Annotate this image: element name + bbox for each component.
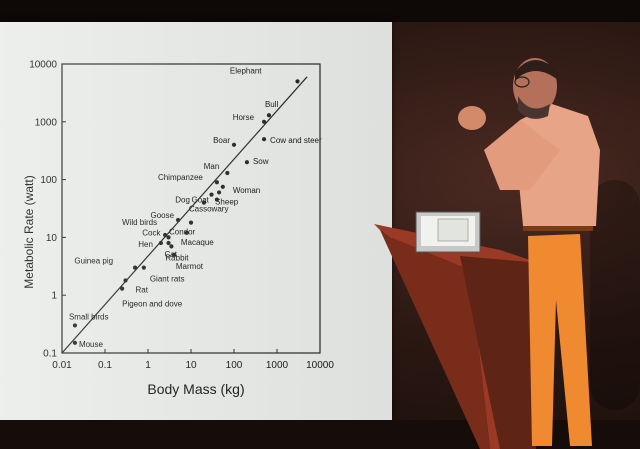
point-label: Cow and steer <box>270 136 322 145</box>
speaker-arm <box>484 120 560 190</box>
data-point <box>123 278 128 283</box>
point-label: Man <box>204 162 220 171</box>
point-label: Rat <box>136 285 149 294</box>
data-point <box>184 230 189 235</box>
point-label: Small birds <box>69 312 109 321</box>
speaker-trousers <box>528 234 592 446</box>
data-point <box>120 286 125 291</box>
data-point <box>220 184 225 189</box>
point-label: Macaque <box>181 238 214 247</box>
point-label: Mouse <box>79 340 104 349</box>
x-tick-label: 0.01 <box>52 360 72 371</box>
point-label: Boar <box>213 136 230 145</box>
data-point <box>163 232 168 238</box>
fit-line <box>61 76 308 354</box>
point-label: Wild birds <box>122 218 157 227</box>
y-tick-label: 1 <box>51 291 57 302</box>
point-label: Sow <box>253 157 269 166</box>
x-axis-label: Body Mass (kg) <box>147 381 244 397</box>
kleiber-chart: 0.01 0.1 1 10 100 1000 100000.1110100100010000… <box>22 60 334 398</box>
point-label: Cassowary <box>189 205 229 214</box>
data-point <box>141 265 146 270</box>
point-label: Pigeon and dove <box>122 300 183 309</box>
data-point <box>209 192 214 197</box>
wall-shadow <box>590 180 640 410</box>
data-point <box>295 79 300 84</box>
point-label: Elephant <box>230 66 262 75</box>
regression-line <box>61 76 308 354</box>
x-tick-label: 10000 <box>306 360 334 371</box>
point-label: Giant rats <box>150 275 185 284</box>
ceiling <box>0 0 640 22</box>
point-label: Hen <box>138 240 153 249</box>
data-point <box>169 244 174 249</box>
point-label: Goose <box>150 211 174 220</box>
data-point <box>72 323 78 328</box>
speaker-beard <box>518 96 550 119</box>
data-point <box>171 252 176 257</box>
podium-edge <box>374 224 490 449</box>
point-label: Rabbit <box>165 253 189 262</box>
data-point <box>244 160 250 165</box>
speaker-hands <box>458 106 486 130</box>
x-tick-label: 100 <box>226 360 243 371</box>
data-point <box>166 240 171 246</box>
data-point <box>214 197 219 202</box>
y-axis-label: Metabolic Rate (watt) <box>22 175 36 288</box>
laptop-slide-thumbnail <box>437 218 469 242</box>
data-point <box>158 240 164 246</box>
point-label: Cat <box>165 250 178 259</box>
y-tick-label: 1000 <box>35 117 58 128</box>
data-point <box>266 113 272 118</box>
point-label: Dog <box>175 196 190 205</box>
data-point <box>214 180 219 185</box>
data-point <box>225 170 230 176</box>
y-tick-label: 10 <box>46 233 58 244</box>
data-points: Elephant Horse Bull Boar Cow and steer Man Sow… <box>69 66 322 348</box>
speaker-belt <box>523 222 593 231</box>
y-tick-label: 10000 <box>29 60 57 71</box>
data-point <box>166 235 171 240</box>
speaker-hair <box>515 60 558 80</box>
point-label: Guinea pig <box>74 257 113 266</box>
podium-side <box>460 256 536 449</box>
data-point <box>175 217 181 223</box>
x-tick-label: 1 <box>145 360 151 371</box>
point-label: Marmot <box>176 262 204 271</box>
point-label: Condor <box>169 228 196 237</box>
data-point <box>188 220 194 225</box>
data-point <box>216 190 222 195</box>
point-label: Woman <box>233 186 260 195</box>
point-label: Bull <box>265 100 279 109</box>
data-point <box>132 265 138 270</box>
y-tick-label: 0.1 <box>43 349 57 360</box>
data-point <box>201 200 207 205</box>
point-label: Goat <box>192 196 210 205</box>
data-point <box>261 119 267 124</box>
x-tick-label: 1000 <box>266 360 289 371</box>
point-label: Cock <box>142 228 161 237</box>
point-label: Horse <box>233 113 255 122</box>
point-label: Sheep <box>215 197 239 206</box>
y-tick-label: 100 <box>40 175 57 186</box>
data-point <box>72 340 78 345</box>
point-label: Chimpanzee <box>158 173 203 182</box>
projection-screen <box>0 22 392 420</box>
x-tick-label: 10 <box>185 360 197 371</box>
speaker-glasses <box>514 76 530 88</box>
x-tick-label: 0.1 <box>98 360 112 371</box>
data-point <box>231 142 237 147</box>
data-point <box>261 137 267 142</box>
